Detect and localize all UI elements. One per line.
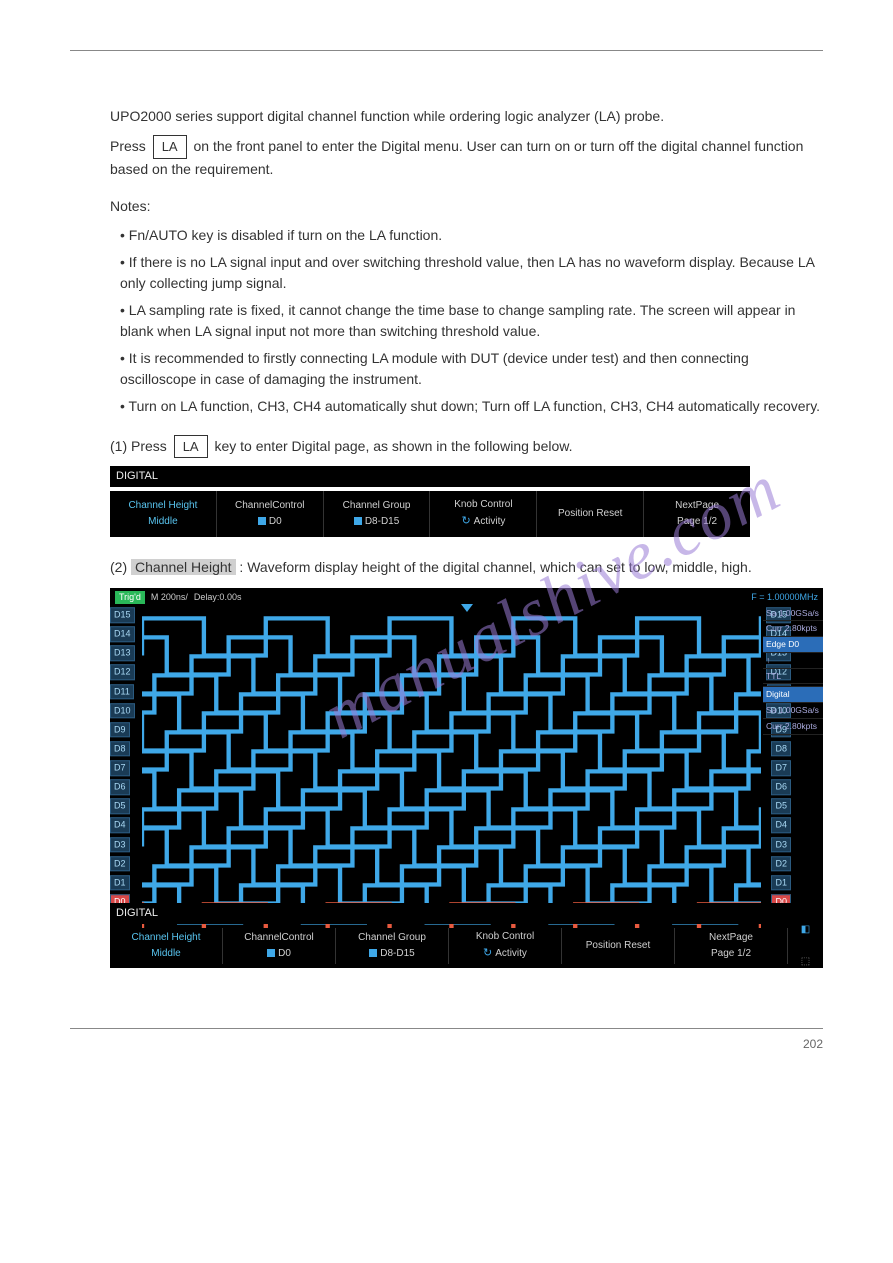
la-button-ref-2: LA: [174, 435, 208, 459]
notes-list: • Fn/AUTO key is disabled if turn on the…: [70, 225, 823, 417]
channel-label-left: D10: [110, 703, 135, 719]
right-panel-item: ↑: [763, 653, 823, 669]
waveform-row: D7D7: [142, 759, 761, 778]
right-panel-item: Edge D0: [763, 637, 823, 653]
menu-item-0[interactable]: Channel HeightMiddle: [110, 928, 222, 964]
menu-item-3[interactable]: Knob Control↻Activity: [429, 491, 536, 537]
menu-item-3[interactable]: Knob Control↻Activity: [448, 928, 561, 964]
scope-bottom-menu: DIGITAL Channel HeightMiddleChannelContr…: [110, 903, 823, 968]
menu-item-4[interactable]: Position Reset: [536, 491, 643, 537]
menu-extra: ◧⬚: [787, 928, 823, 964]
channel-label-right: D3: [771, 837, 791, 853]
waveform-row: D14D14: [142, 625, 761, 644]
waveform-row: D9D9: [142, 720, 761, 739]
waveform-row: D6D6: [142, 778, 761, 797]
channel-label-left: D8: [110, 741, 130, 757]
channel-label-right: D4: [771, 818, 791, 834]
channel-label-right: D7: [771, 760, 791, 776]
menu-item-2[interactable]: Channel GroupD8-D15: [335, 928, 448, 964]
right-panel-item: Curr 2.80kpts: [763, 621, 823, 637]
right-panel-item: TTL: [763, 669, 823, 685]
waveform-row: D3D3: [142, 835, 761, 854]
menu-item-5[interactable]: NextPagePage 1/2: [674, 928, 787, 964]
delay: Delay:0.00s: [194, 591, 242, 605]
waveform-row: D5D5: [142, 797, 761, 816]
menu-label: DIGITAL: [110, 466, 750, 487]
menu-item-0[interactable]: Channel HeightMiddle: [110, 491, 216, 537]
footer-rule: [70, 1028, 823, 1029]
channel-height-hl: Channel Height: [131, 559, 236, 575]
note-item: • LA sampling rate is fixed, it cannot c…: [120, 300, 823, 342]
channel-label-left: D6: [110, 779, 130, 795]
channel-label-left: D9: [110, 722, 130, 738]
channel-label-right: D6: [771, 779, 791, 795]
channel-label-right: D8: [771, 741, 791, 757]
menu-item-1[interactable]: ChannelControlD0: [216, 491, 323, 537]
channel-label-left: D4: [110, 818, 130, 834]
intro-2: Press LA on the front panel to enter the…: [110, 135, 823, 180]
note-item: • It is recommended to firstly connectin…: [120, 348, 823, 390]
channel-label-left: D12: [110, 665, 135, 681]
channel-label-right: D5: [771, 799, 791, 815]
right-panel-item: Sa 1.00GSa/s: [763, 606, 823, 622]
channel-label-right: D2: [771, 856, 791, 872]
channel-label-left: D7: [110, 760, 130, 776]
waveform-row: D11D11: [142, 682, 761, 701]
notes-heading: Notes:: [110, 196, 823, 217]
menu-item-2[interactable]: Channel GroupD8-D15: [323, 491, 430, 537]
step-1: (1) Press LA key to enter Digital page, …: [110, 435, 823, 459]
trig-badge: Trig'd: [115, 591, 145, 605]
scope-display: Trig'd M 200ns/ Delay:0.00s F = 1.00000M…: [110, 588, 823, 968]
right-panel: Sa 1.00GSa/sCurr 2.80kptsEdge D0↑TTLDigi…: [763, 606, 823, 735]
waveform-grid: D15D15D14D14D13D13D12D12D11D11D10D10D9D9…: [142, 606, 761, 912]
page-number: 202: [70, 1035, 823, 1053]
header-rule: [70, 50, 823, 51]
channel-label-left: D2: [110, 856, 130, 872]
la-button-ref: LA: [153, 135, 187, 159]
menu-item-4[interactable]: Position Reset: [561, 928, 674, 964]
channel-label-left: D13: [110, 646, 135, 662]
waveform-row: D2D2: [142, 854, 761, 873]
channel-label-left: D3: [110, 837, 130, 853]
waveform-row: D4D4: [142, 816, 761, 835]
waveform-row: D8D8: [142, 739, 761, 758]
waveform-row: D15D15: [142, 606, 761, 625]
channel-label-left: D11: [110, 684, 134, 700]
right-panel-item: Curr 2.80kpts: [763, 719, 823, 735]
note-item: • Fn/AUTO key is disabled if turn on the…: [120, 225, 823, 246]
channel-label-right: D1: [771, 875, 791, 891]
right-panel-item: Sa 1.00GSa/s: [763, 703, 823, 719]
note-item: • Turn on LA function, CH3, CH4 automati…: [120, 396, 823, 417]
timebase: M 200ns/: [151, 591, 188, 605]
waveform-row: D13D13: [142, 644, 761, 663]
waveform-row: D1D1: [142, 873, 761, 892]
freq-readout: F = 1.00000MHz: [751, 591, 818, 605]
channel-label-left: D5: [110, 799, 130, 815]
waveform-row: D10D10: [142, 701, 761, 720]
channel-label-left: D14: [110, 626, 135, 642]
intro-1: UPO2000 series support digital channel f…: [110, 106, 823, 127]
menu-strip-1: DIGITAL Channel HeightMiddleChannelContr…: [110, 466, 750, 537]
menu-item-1[interactable]: ChannelControlD0: [222, 928, 335, 964]
step-2: (2) Channel Height : Waveform display he…: [110, 557, 823, 578]
right-panel-item: Digital: [763, 687, 823, 703]
menu-item-5[interactable]: NextPagePage 1/2: [643, 491, 750, 537]
channel-label-left: D1: [110, 875, 130, 891]
channel-label-left: D15: [110, 607, 135, 623]
waveform-row: D12D12: [142, 663, 761, 682]
note-item: • If there is no LA signal input and ove…: [120, 252, 823, 294]
menu-label-2: DIGITAL: [110, 903, 823, 924]
